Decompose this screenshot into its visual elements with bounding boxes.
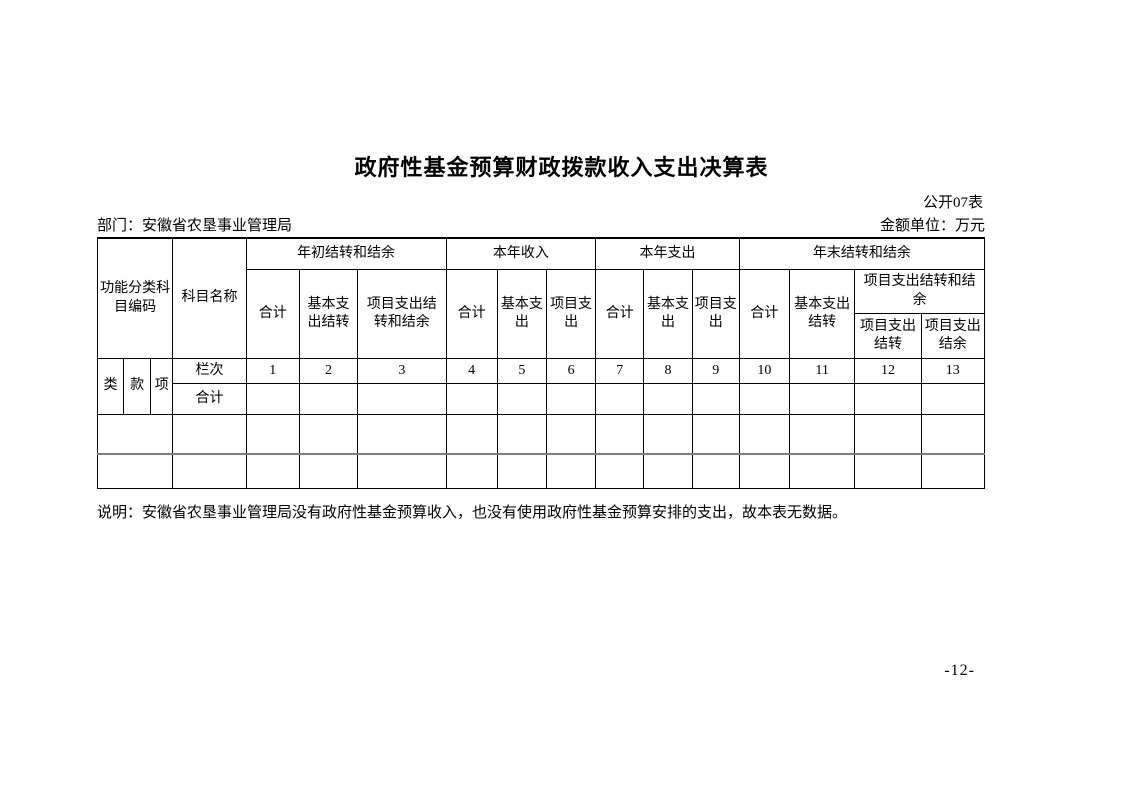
column-index-row: 类 款 项 栏次 1 2 3 4 5 6 7 8 9 10 11 12 13 <box>96 358 986 415</box>
column-number-cell: 9 <box>691 358 740 384</box>
empty-cell <box>357 452 447 489</box>
column-number-cell: 13 <box>920 358 986 384</box>
empty-cell <box>96 452 174 489</box>
header-group-expense: 本年支出 <box>595 237 740 270</box>
empty-cell <box>691 414 740 454</box>
page-title: 政府性基金预算财政拨款收入支出决算表 <box>354 155 769 180</box>
empty-data-row <box>96 414 986 454</box>
table-code-label: 公开07表 <box>922 195 983 211</box>
empty-cell <box>545 383 597 415</box>
empty-cell <box>172 452 247 489</box>
column-number-cell: 4 <box>445 358 498 384</box>
empty-cell <box>96 414 174 454</box>
empty-cell <box>595 452 645 489</box>
header-sub-class: 类 <box>96 358 125 415</box>
empty-data-row <box>96 452 986 489</box>
column-number-cell: 11 <box>789 358 856 384</box>
explanation-note: 说明：安徽省农垦事业管理局没有政府性基金预算收入，也没有使用政府性基金预算安排的… <box>97 505 848 521</box>
empty-cell <box>545 414 597 454</box>
total-row-label: 合计 <box>172 383 247 415</box>
header-group-end-balance: 年末结转和结余 <box>738 237 986 270</box>
header-end-project-balance: 项目支出结余 <box>920 313 986 359</box>
header-income-basic: 基本支出 <box>496 269 547 359</box>
header-row-groups: 功能分类科目编码 科目名称 年初结转和结余 本年收入 本年支出 年末结转和结余 <box>96 237 986 359</box>
header-row-sub: 合计 基本支出结转 项目支出结转和结余 合计 基本支出 项目支出 合计 基本支出… <box>98 269 985 359</box>
header-begin-total: 合计 <box>245 269 300 359</box>
header-end-project-carryover: 项目支出结转 <box>854 313 922 359</box>
lanci-label-cell: 栏次 <box>172 358 247 384</box>
empty-cell <box>595 383 645 415</box>
column-number-cell: 10 <box>738 358 791 384</box>
empty-cell <box>854 452 922 489</box>
empty-cell <box>920 414 986 454</box>
empty-cell <box>643 414 693 454</box>
header-expense-project: 项目支出 <box>691 269 740 359</box>
header-expense-basic: 基本支出 <box>643 269 693 359</box>
empty-cell <box>643 383 693 415</box>
empty-cell <box>738 383 791 415</box>
column-number-cell: 6 <box>545 358 597 384</box>
empty-cell <box>738 414 791 454</box>
empty-cell <box>357 383 447 415</box>
unit-label: 金额单位：万元 <box>879 218 985 234</box>
meta-row: 部门：安徽省农垦事业管理局 金额单位：万元 <box>97 214 985 235</box>
department-label: 部门：安徽省农垦事业管理局 <box>97 218 293 234</box>
column-number-cell: 3 <box>357 358 447 384</box>
empty-cell <box>595 414 645 454</box>
empty-cell <box>738 452 791 489</box>
empty-cell <box>691 452 740 489</box>
empty-cell <box>691 383 740 415</box>
header-expense-total: 合计 <box>595 269 645 359</box>
empty-cell <box>245 383 300 415</box>
header-end-basic-carryover: 基本支出结转 <box>789 269 856 359</box>
empty-cell <box>245 414 300 454</box>
empty-cell <box>172 414 247 454</box>
column-number-cell: 7 <box>595 358 645 384</box>
header-income-project: 项目支出 <box>545 269 597 359</box>
header-subject-name: 科目名称 <box>172 237 247 359</box>
empty-cell <box>445 452 498 489</box>
empty-cell <box>357 414 447 454</box>
header-income-total: 合计 <box>445 269 498 359</box>
header-end-total: 合计 <box>738 269 791 359</box>
empty-cell <box>789 414 856 454</box>
empty-cell <box>920 383 986 415</box>
empty-cell <box>920 452 986 489</box>
empty-cell <box>445 414 498 454</box>
header-sub-entry: 项 <box>150 358 174 415</box>
header-func-code: 功能分类科目编码 <box>96 237 174 359</box>
header-row-subsub: 项目支出结转 项目支出结余 <box>98 313 986 359</box>
empty-cell <box>298 414 359 454</box>
empty-cell <box>245 452 300 489</box>
empty-cell <box>643 452 693 489</box>
column-number-cell: 8 <box>643 358 693 384</box>
header-begin-project-carryover-balance: 项目支出结转和结余 <box>357 269 447 359</box>
column-number-cell: 2 <box>298 358 359 384</box>
empty-cell <box>496 452 547 489</box>
header-group-income: 本年收入 <box>445 237 597 270</box>
empty-cell <box>789 452 856 489</box>
header-begin-basic-carryover: 基本支出结转 <box>298 269 359 359</box>
page-number: -12- <box>944 662 975 679</box>
empty-cell <box>445 383 498 415</box>
header-sub-item: 款 <box>123 358 152 415</box>
column-number-cell: 12 <box>854 358 922 384</box>
header-end-project-carryover-balance: 项目支出结转和结余 <box>854 269 985 314</box>
column-number-cell: 5 <box>496 358 547 384</box>
empty-cell <box>789 383 856 415</box>
empty-cell <box>298 452 359 489</box>
empty-cell <box>496 414 547 454</box>
empty-cell <box>854 414 922 454</box>
header-group-begin-balance: 年初结转和结余 <box>245 237 447 270</box>
total-row: 合计 <box>98 383 986 415</box>
empty-cell <box>298 383 359 415</box>
empty-cell <box>496 383 547 415</box>
column-number-cell: 1 <box>245 358 300 384</box>
empty-cell <box>545 452 597 489</box>
empty-cell <box>854 383 922 415</box>
budget-table: 功能分类科目编码 科目名称 年初结转和结余 本年收入 本年支出 年末结转和结余 … <box>96 237 986 489</box>
